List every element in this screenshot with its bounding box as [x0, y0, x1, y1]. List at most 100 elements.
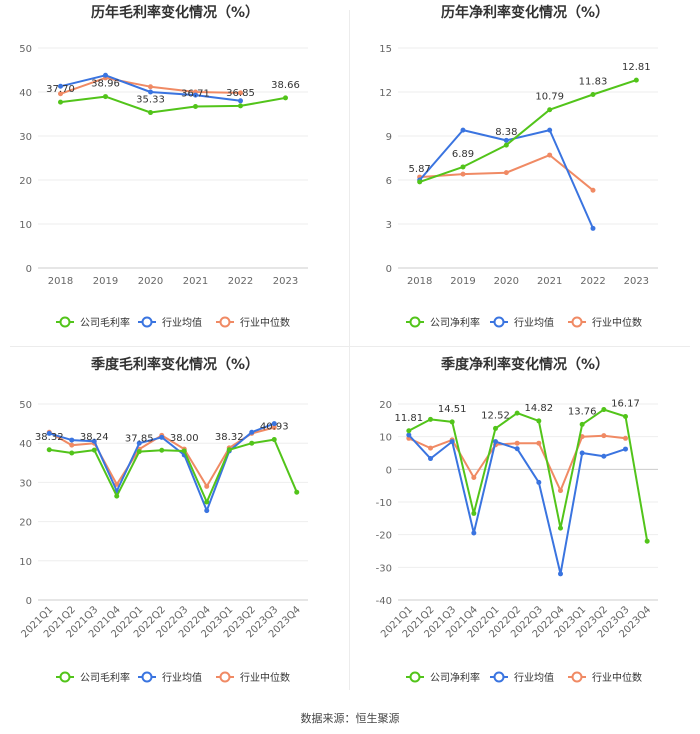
- data-point-0: [181, 448, 187, 454]
- y-tick-label: 6: [386, 176, 392, 187]
- legend-swatch-marker: [141, 316, 153, 328]
- legend-swatch-marker: [409, 316, 421, 328]
- data-point-1: [601, 453, 607, 459]
- legend-label: 行业中位数: [240, 671, 290, 684]
- series-line-0: [60, 95, 286, 114]
- y-tick-label: 20: [19, 518, 32, 529]
- x-tick-label: 2022: [580, 276, 605, 287]
- data-point-0: [601, 407, 607, 413]
- data-point-1: [238, 98, 243, 104]
- legend-label: 公司毛利率: [80, 671, 130, 684]
- data-label: 12.81: [622, 62, 651, 73]
- data-point-1: [406, 432, 412, 438]
- data-point-1: [136, 440, 142, 446]
- y-tick-label: 30: [19, 478, 32, 489]
- data-label: 5.87: [409, 164, 431, 175]
- data-label: 35.33: [136, 95, 165, 106]
- data-point-0: [148, 110, 153, 116]
- data-point-1: [547, 127, 553, 133]
- chart-annual-gross-margin-svg: 历年毛利率变化情况（%） 0 10 20 30 40 50 2018 2019 2020 2021 2…: [19, 4, 308, 329]
- series-line-0: [49, 438, 298, 503]
- data-label: 14.82: [525, 403, 554, 414]
- data-point-0: [406, 428, 412, 434]
- y-tick-label: 0: [26, 264, 32, 275]
- data-point-0: [46, 447, 52, 453]
- legend-swatch-marker: [219, 671, 231, 683]
- data-point-0: [460, 164, 466, 170]
- data-label: 37.70: [46, 84, 75, 95]
- data-point-1: [91, 438, 97, 444]
- data-label: 37.85: [125, 434, 154, 445]
- data-point-0: [471, 510, 477, 516]
- data-point-2: [471, 475, 477, 480]
- data-label: 14.51: [438, 404, 467, 415]
- data-point-1: [503, 137, 509, 143]
- data-point-2: [58, 91, 63, 97]
- legend-label: 行业中位数: [592, 316, 642, 329]
- data-point-2: [503, 170, 509, 176]
- x-tick-label: 2022: [228, 276, 253, 287]
- legend-swatch-marker: [571, 671, 583, 683]
- data-label: 6.89: [452, 149, 474, 160]
- chart-title: 季度毛利率变化情况（%）: [90, 356, 259, 373]
- data-point-0: [514, 410, 520, 416]
- data-label: 11.83: [579, 76, 608, 87]
- y-tick-label: 40: [19, 88, 32, 99]
- data-point-2: [601, 433, 607, 439]
- data-label: 38.00: [170, 433, 199, 444]
- legend-label: 行业中位数: [240, 316, 290, 329]
- data-point-0: [547, 107, 553, 113]
- data-point-1: [558, 571, 563, 577]
- data-point-2: [69, 442, 75, 448]
- data-point-1: [148, 89, 153, 95]
- data-point-0: [136, 449, 142, 455]
- y-tick-label: 50: [19, 44, 32, 55]
- legend-label: 行业中位数: [592, 671, 642, 684]
- data-label: 38.66: [271, 80, 300, 91]
- data-point-1: [514, 446, 520, 452]
- data-point-0: [294, 489, 300, 495]
- data-point-2: [579, 434, 585, 440]
- y-tick-label: 50: [19, 400, 32, 411]
- y-tick-label: 12: [379, 88, 392, 99]
- legend-label: 行业均值: [514, 316, 554, 329]
- data-point-2: [238, 90, 243, 96]
- data-point-1: [471, 530, 477, 536]
- data-label: 38.32: [35, 432, 64, 443]
- data-point-0: [503, 142, 509, 148]
- data-point-1: [428, 456, 433, 462]
- data-label: 13.76: [568, 406, 597, 417]
- data-point-1: [623, 446, 628, 452]
- data-point-1: [103, 72, 108, 78]
- data-point-1: [536, 479, 542, 485]
- data-point-0: [193, 103, 198, 109]
- data-point-1: [590, 225, 596, 231]
- data-point-0: [159, 447, 165, 453]
- data-point-0: [271, 437, 277, 443]
- x-tick-label: 2021: [183, 276, 208, 287]
- y-tick-label: -40: [376, 596, 392, 607]
- x-tick-label: 2021: [537, 276, 562, 287]
- data-point-0: [226, 447, 232, 453]
- y-tick-label: -20: [376, 531, 392, 542]
- data-point-0: [579, 421, 585, 427]
- data-point-1: [204, 508, 210, 514]
- data-point-0: [536, 418, 542, 424]
- data-point-0: [249, 440, 255, 446]
- data-point-2: [114, 481, 120, 487]
- vertical-divider: [349, 10, 350, 690]
- data-point-0: [91, 447, 97, 453]
- y-tick-label: 20: [379, 400, 392, 411]
- chart-title: 季度净利率变化情况（%）: [440, 356, 609, 373]
- legend-swatch-marker: [59, 671, 71, 683]
- data-point-0: [633, 77, 639, 83]
- data-label: 8.38: [495, 127, 517, 138]
- chart-title: 历年毛利率变化情况（%）: [91, 4, 259, 21]
- data-label: 38.24: [80, 432, 109, 443]
- y-tick-label: 20: [19, 176, 32, 187]
- data-source-note: 数据来源：恒生聚源: [300, 712, 400, 725]
- data-point-1: [46, 430, 52, 436]
- y-tick-label: 0: [386, 465, 392, 476]
- legend-label: 公司毛利率: [80, 316, 130, 329]
- chart-title: 历年净利率变化情况（%）: [441, 4, 609, 21]
